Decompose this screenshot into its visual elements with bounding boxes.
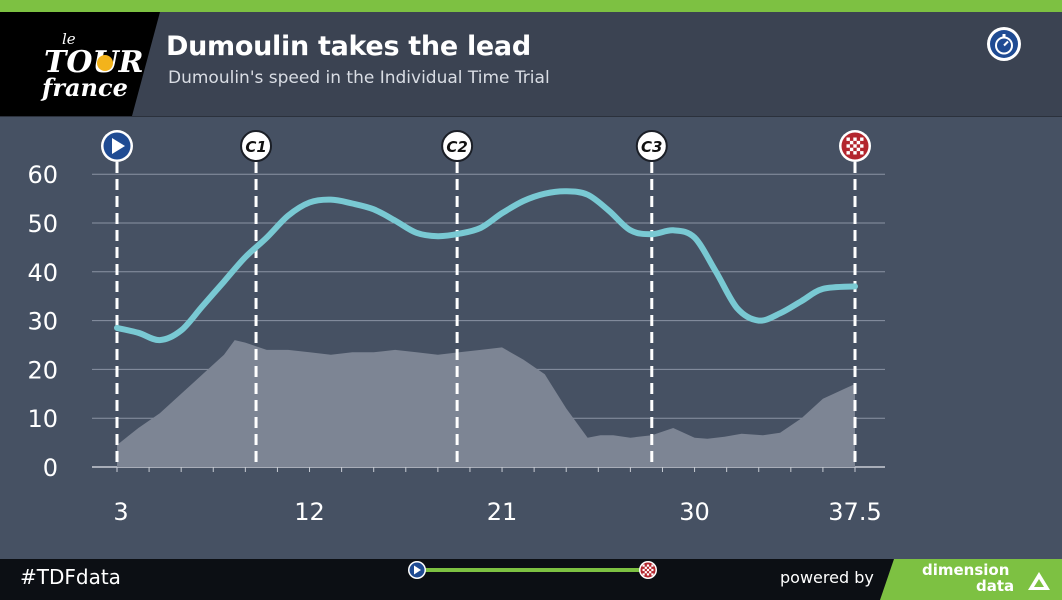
speed-line [114, 188, 858, 344]
finish-checker-square [642, 564, 645, 567]
finish-checker-square [644, 571, 647, 574]
hashtag[interactable]: #TDFdata [20, 565, 121, 589]
header: le TOUR france Dumoulin takes the lead D… [0, 12, 1062, 117]
tour-de-france-logo: le TOUR france [0, 12, 160, 116]
finish-checker-square [649, 571, 652, 574]
checkpoint-badge-circle [240, 130, 273, 162]
checkpoint-label: C2 [446, 138, 467, 156]
y-axis: 0 10 20 30 40 50 60 [27, 161, 58, 482]
chart-title: Dumoulin takes the lead [166, 31, 531, 62]
x-tick-label: 37.5 [828, 498, 881, 526]
finish-flag-square [860, 144, 864, 148]
x-tick-label: 30 [679, 498, 710, 526]
finish-flag-square [856, 147, 861, 152]
finish-checker-square [651, 573, 654, 576]
finish-flag-square [846, 151, 850, 155]
finish-flag-icon [639, 561, 657, 579]
checkpoint-label: C1 [245, 138, 266, 156]
dimension-data-logo[interactable]: dimension data [880, 559, 1062, 600]
finish-checker-square [649, 566, 652, 569]
finish-flag-square [849, 147, 854, 152]
stopwatch-icon[interactable] [986, 26, 1022, 62]
finish-checker-square [646, 573, 650, 576]
brand-name-line2: data [976, 577, 1015, 595]
finish-checker-square [646, 564, 650, 567]
checkpoint-badge: C1 [240, 130, 273, 162]
x-tick-label: 21 [487, 498, 518, 526]
powered-by-label: powered by [780, 568, 874, 587]
footer: #TDFdata powered by dimension data [0, 559, 1062, 600]
y-tick-label: 10 [27, 405, 58, 433]
y-tick-label: 30 [27, 308, 58, 336]
elevation-area [117, 340, 855, 467]
checkpoint-badge: C3 [635, 130, 668, 162]
finish-flag-square [853, 144, 857, 148]
finish-checker-square [642, 573, 645, 576]
finish-flag-square [856, 140, 861, 145]
checkpoint-markers: C1 C2 C3 [101, 130, 871, 162]
start-flag-arrow [112, 138, 125, 154]
dimension-data-logo-bg [880, 559, 1062, 600]
y-tick-label: 40 [27, 259, 58, 287]
x-axis: 3 12 21 30 37.5 [113, 498, 881, 526]
finish-checker-square [646, 568, 650, 572]
checkpoint-badge-circle [441, 130, 474, 162]
svg-text:le: le [62, 30, 76, 48]
finish-checker-square [644, 566, 647, 569]
start-flag-icon [408, 561, 426, 579]
x-tick-label: 3 [113, 498, 128, 526]
y-tick-label: 20 [27, 356, 58, 384]
finish-flag-square [853, 151, 857, 155]
finish-flag-icon [839, 130, 871, 162]
finish-flag-square [853, 137, 857, 141]
finish-flag-square [846, 137, 850, 141]
finish-checker-square [651, 564, 654, 567]
chart-subtitle: Dumoulin's speed in the Individual Time … [168, 68, 550, 88]
y-tick-label: 0 [43, 454, 58, 482]
stage-progress [408, 561, 657, 579]
finish-checker-square [651, 568, 654, 572]
checkpoint-badge-circle [635, 130, 668, 162]
finish-checker-square [642, 568, 645, 572]
finish-flag-square [860, 151, 864, 155]
checkpoint-label: C3 [641, 138, 662, 156]
finish-flag-square [846, 144, 850, 148]
y-tick-label: 50 [27, 210, 58, 238]
finish-flag-square [849, 140, 854, 145]
speed-chart: 0 10 20 30 40 50 60 3 12 21 30 37.5 C1 C2 C3 [27, 130, 885, 526]
y-tick-label: 60 [27, 161, 58, 189]
x-tick-label: 12 [294, 498, 325, 526]
tour-de-france-logo-graphic: le TOUR france [0, 12, 160, 116]
finish-flag-square [860, 137, 864, 141]
brand-name-line1: dimension [922, 561, 1010, 579]
start-flag-icon [101, 130, 133, 162]
checkpoint-badge: C2 [441, 130, 474, 162]
accent-bar [0, 0, 1062, 12]
svg-text:TOUR: TOUR [44, 45, 144, 80]
svg-text:france: france [40, 73, 128, 102]
